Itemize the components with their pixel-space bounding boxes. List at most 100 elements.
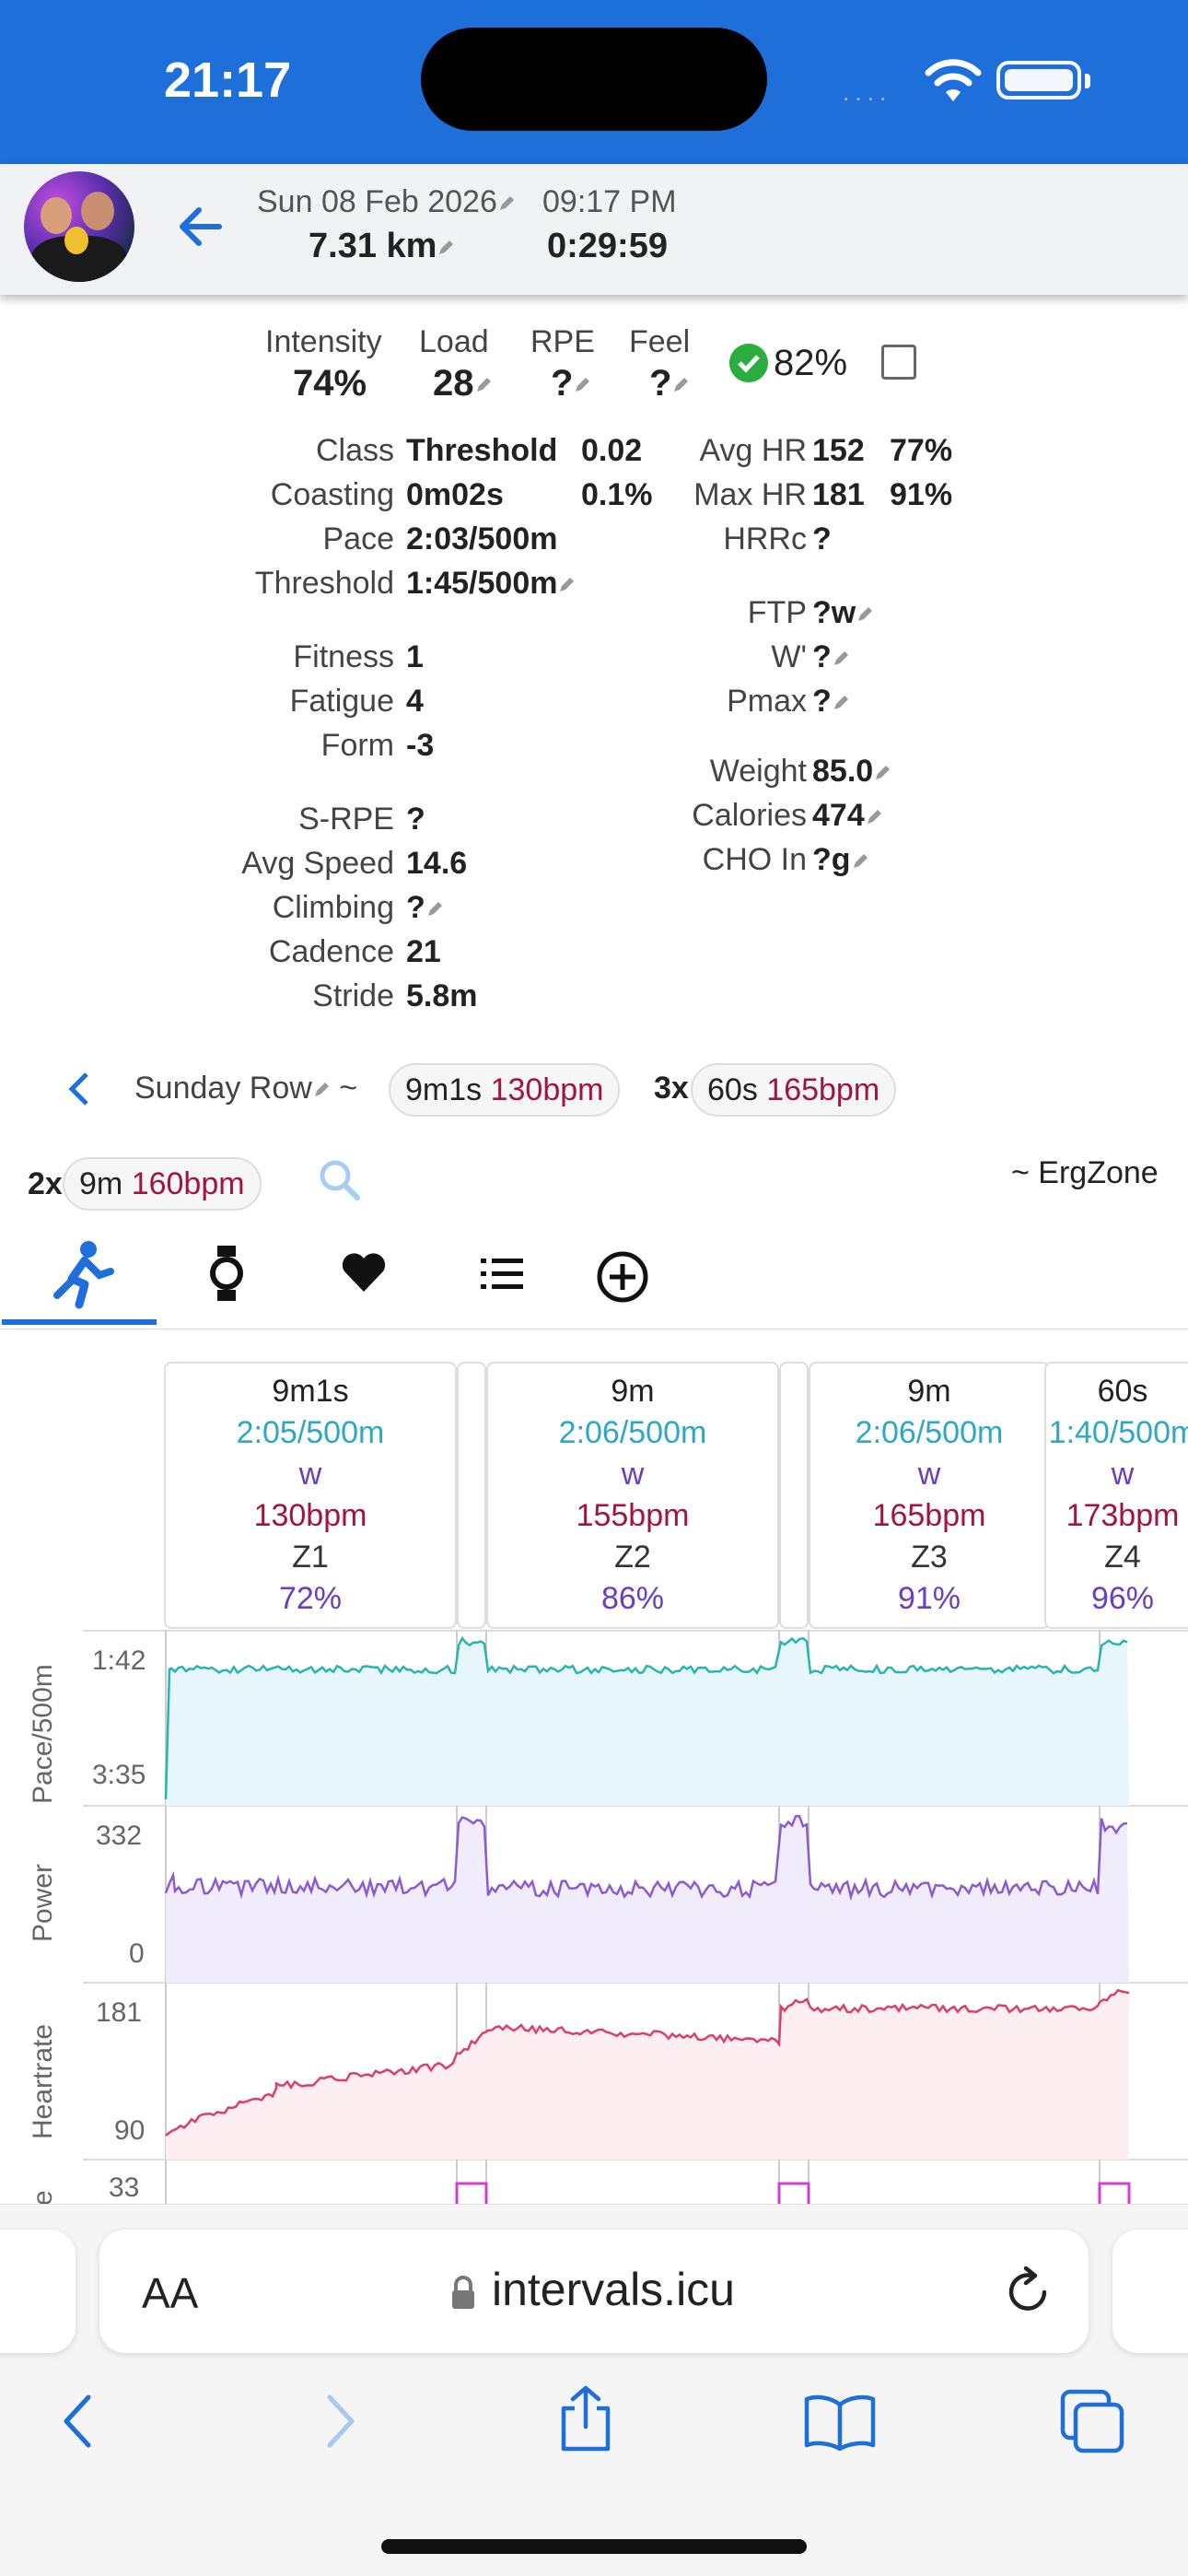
address-bar[interactable] <box>99 2230 1089 2353</box>
tabs-icon[interactable] <box>1059 2388 1125 2454</box>
detail-value: 2:03/500m <box>406 521 558 556</box>
chevron-left-icon[interactable] <box>64 1069 92 1109</box>
detail-value: -3 <box>406 728 435 763</box>
repeat-count: 2x <box>28 1166 63 1201</box>
pencil-icon[interactable] <box>865 808 883 826</box>
interval-card[interactable]: 9m 2:06/500m w 165bpm Z3 91% <box>809 1362 1050 1629</box>
browser-back-icon[interactable] <box>59 2394 96 2449</box>
pencil-icon[interactable] <box>573 376 591 394</box>
avatar[interactable] <box>24 171 134 282</box>
activity-time: 09:17 PM <box>542 184 677 219</box>
workout-step-chip[interactable]: 9m1s 130bpm <box>389 1063 621 1117</box>
detail-label: Cadence <box>268 934 394 969</box>
interval-hr-pct: 86% <box>600 1581 665 1616</box>
reader-aa-button[interactable]: AA <box>142 2269 199 2317</box>
signal-icon: ···· <box>842 83 891 111</box>
rpe-value[interactable]: ? <box>551 363 591 404</box>
detail-value[interactable]: ?g <box>812 842 869 878</box>
detail-value[interactable]: 1:45/500m <box>406 566 576 602</box>
battery-icon <box>996 61 1081 100</box>
interval-power: w <box>1111 1457 1135 1492</box>
detail-value: 181 <box>812 477 865 512</box>
next-tab-pill[interactable] <box>1112 2230 1188 2353</box>
pencil-icon[interactable] <box>671 376 690 394</box>
detail-value: 4 <box>406 684 424 719</box>
interval-power: w <box>298 1457 322 1492</box>
detail-value[interactable]: ? <box>812 684 850 720</box>
interval-card[interactable]: 9m1s 2:05/500m w 130bpm Z1 72% <box>164 1362 457 1629</box>
workout-step-chip[interactable]: 60s 165bpm <box>691 1063 897 1117</box>
detail-value: 0m02s <box>406 477 504 512</box>
detail-value: 1 <box>406 639 424 674</box>
detail-label: Stride <box>312 978 394 1013</box>
pencil-icon[interactable] <box>832 694 850 712</box>
recovery-card[interactable] <box>779 1362 809 1629</box>
search-icon[interactable] <box>317 1157 363 1203</box>
detail-label: Avg HR <box>699 433 807 468</box>
detail-value[interactable]: ? <box>812 639 850 675</box>
detail-value[interactable]: ? <box>406 890 444 926</box>
tab-add-icon[interactable] <box>597 1251 648 1303</box>
tab-heart-icon[interactable] <box>341 1251 387 1294</box>
heartrate-top-label: 181 <box>96 1997 143 2028</box>
interval-pace: 1:40/500m <box>1048 1415 1188 1450</box>
interval-duration: 9m <box>907 1374 951 1409</box>
tab-list-icon[interactable] <box>481 1257 523 1290</box>
browser-forward-icon[interactable] <box>322 2394 359 2449</box>
reload-icon[interactable] <box>1004 2266 1052 2316</box>
detail-value[interactable]: 85.0 <box>812 754 891 790</box>
detail-extra: 0.02 <box>581 433 643 468</box>
intensity-value: 74% <box>293 363 367 404</box>
check-circle-icon <box>729 344 768 382</box>
detail-value[interactable]: 474 <box>812 798 883 834</box>
pencil-icon[interactable] <box>425 900 444 919</box>
pencil-icon[interactable] <box>832 650 850 668</box>
previous-tab-pill[interactable] <box>0 2230 76 2353</box>
activity-date[interactable]: Sun 08 Feb 2026 <box>257 184 516 220</box>
detail-label: Pmax <box>727 684 807 719</box>
interval-duration: 60s <box>1097 1374 1148 1409</box>
workout-name[interactable]: Sunday Row ~ <box>134 1071 358 1106</box>
pencil-icon[interactable] <box>851 852 869 871</box>
load-label: Load <box>419 324 489 359</box>
heartrate-series-line <box>165 1988 1130 2137</box>
load-value[interactable]: 28 <box>433 363 493 404</box>
tab-bar <box>0 1230 1188 1329</box>
workout-step-chip[interactable]: 9m 160bpm <box>63 1157 262 1211</box>
back-arrow-icon[interactable] <box>175 201 227 252</box>
recovery-card[interactable] <box>457 1362 486 1629</box>
pencil-icon[interactable] <box>312 1081 331 1099</box>
bookmarks-icon[interactable] <box>803 2392 877 2451</box>
share-icon[interactable] <box>556 2384 615 2453</box>
pencil-icon[interactable] <box>873 764 891 782</box>
power-series-area <box>166 1816 1129 1983</box>
detail-value: Threshold <box>406 433 558 468</box>
detail-value: ? <box>406 802 425 837</box>
compliance-checkbox[interactable] <box>881 345 916 380</box>
status-time: 21:17 <box>164 53 292 108</box>
interval-hr-pct: 72% <box>278 1581 343 1616</box>
activity-distance[interactable]: 7.31 km <box>309 227 455 266</box>
feel-value[interactable]: ? <box>649 363 690 404</box>
tab-activity[interactable] <box>52 1240 116 1310</box>
detail-extra: 77% <box>890 433 953 468</box>
detail-value: 152 <box>812 433 865 468</box>
pencil-icon[interactable] <box>557 576 576 594</box>
pencil-icon[interactable] <box>437 239 455 257</box>
pencil-icon[interactable] <box>856 605 874 624</box>
heartrate-bottom-label: 90 <box>114 2115 146 2146</box>
detail-value[interactable]: ?w <box>812 595 874 631</box>
activity-charts[interactable] <box>0 1622 1188 2204</box>
heartrate-axis-title: Heartrate <box>28 2023 58 2139</box>
url-text[interactable]: intervals.icu <box>492 2264 735 2315</box>
pace-bottom-label: 3:35 <box>92 1760 146 1790</box>
pencil-icon[interactable] <box>474 376 493 394</box>
interval-card[interactable]: 9m 2:06/500m w 155bpm Z2 86% <box>486 1362 779 1629</box>
tab-watch-icon[interactable] <box>208 1244 245 1303</box>
home-indicator <box>381 2539 807 2554</box>
detail-label: W' <box>771 639 807 674</box>
interval-card[interactable]: 60s 1:40/500m w 173bpm Z4 96% <box>1044 1362 1188 1629</box>
intensity-label: Intensity <box>265 324 382 359</box>
pencil-icon[interactable] <box>497 194 516 213</box>
detail-label: Pace <box>322 521 395 556</box>
